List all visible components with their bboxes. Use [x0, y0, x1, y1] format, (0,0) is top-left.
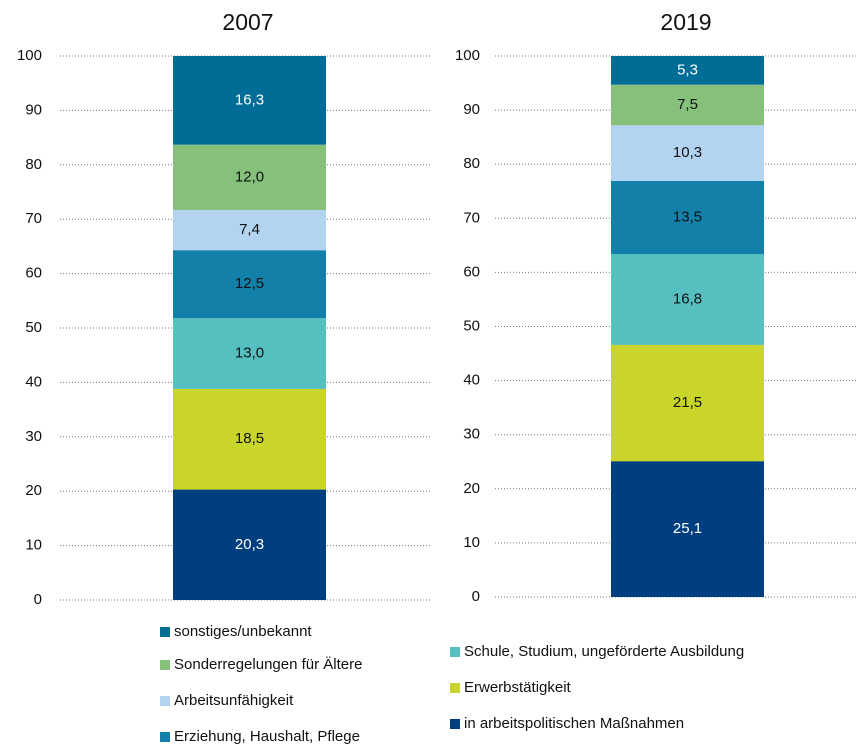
y-tick-label: 90 — [463, 101, 480, 118]
y-tick-label: 30 — [25, 428, 42, 445]
legend-label: Schule, Studium, ungeförderte Ausbildung — [464, 643, 744, 660]
legend-label: in arbeitspolitischen Maßnahmen — [464, 715, 684, 732]
y-tick-label: 0 — [34, 591, 42, 608]
data-label: 13,5 — [673, 208, 702, 225]
y-tick-label: 30 — [463, 426, 480, 443]
data-label: 25,1 — [673, 520, 702, 537]
y-tick-label: 50 — [25, 319, 42, 336]
y-tick-label: 40 — [463, 372, 480, 389]
data-label: 7,5 — [677, 96, 698, 113]
y-tick-label: 80 — [463, 155, 480, 172]
y-tick-label: 80 — [25, 156, 42, 173]
panel-title: 2007 — [222, 9, 273, 35]
data-label: 12,0 — [235, 168, 264, 185]
bar-segment — [173, 144, 326, 210]
y-tick-label: 70 — [25, 210, 42, 227]
legend-swatch — [450, 719, 460, 729]
bar-segment — [611, 125, 764, 181]
legend-swatch — [160, 696, 170, 706]
y-tick-label: 100 — [455, 47, 480, 64]
y-tick-label: 100 — [17, 47, 42, 64]
y-tick-label: 20 — [463, 480, 480, 497]
y-tick-label: 0 — [472, 588, 480, 605]
bar-segment — [173, 209, 326, 251]
data-label: 21,5 — [673, 394, 702, 411]
data-label: 20,3 — [235, 536, 264, 553]
panel-title: 2019 — [660, 9, 711, 35]
legend-label: Sonderregelungen für Ältere — [174, 656, 362, 673]
legend-swatch — [450, 683, 460, 693]
bar-segment — [173, 318, 326, 389]
bar-segment — [173, 56, 326, 145]
bar-segment — [173, 250, 326, 319]
data-label: 10,3 — [673, 144, 702, 161]
data-label: 18,5 — [235, 430, 264, 447]
bar-segment — [173, 388, 326, 490]
data-label: 7,4 — [239, 221, 260, 238]
y-tick-label: 50 — [463, 317, 480, 334]
y-tick-label: 40 — [25, 373, 42, 390]
y-tick-label: 20 — [25, 482, 42, 499]
legend-label: sonstiges/unbekannt — [174, 623, 312, 640]
bar-segment — [611, 56, 764, 85]
bar-segment — [611, 180, 764, 255]
bar-segment — [611, 254, 764, 345]
legend-label: Erwerbstätigkeit — [464, 679, 572, 696]
legend-swatch — [160, 627, 170, 637]
y-tick-label: 60 — [25, 265, 42, 282]
data-label: 12,5 — [235, 275, 264, 292]
bar-segment — [173, 489, 326, 600]
bar-segment — [611, 461, 764, 597]
legend-swatch — [160, 732, 170, 742]
data-label: 13,0 — [235, 345, 264, 362]
y-tick-label: 60 — [463, 263, 480, 280]
y-tick-label: 10 — [463, 534, 480, 551]
y-tick-label: 10 — [25, 537, 42, 554]
legend-swatch — [160, 660, 170, 670]
legend-swatch — [450, 647, 460, 657]
legend-label: Arbeitsunfähigkeit — [174, 692, 294, 709]
bar-segment — [611, 84, 764, 126]
legend-label: Erziehung, Haushalt, Pflege — [174, 728, 360, 745]
bar-segment — [611, 344, 764, 462]
y-tick-label: 70 — [463, 209, 480, 226]
y-tick-label: 90 — [25, 101, 42, 118]
data-label: 16,8 — [673, 290, 702, 307]
data-label: 16,3 — [235, 91, 264, 108]
data-label: 5,3 — [677, 61, 698, 78]
